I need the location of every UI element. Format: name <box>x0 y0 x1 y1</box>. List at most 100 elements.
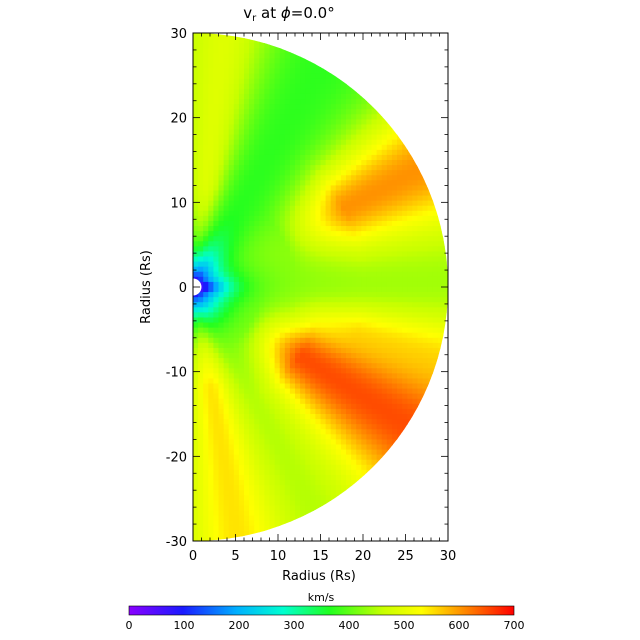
heatmap-cell <box>259 88 265 95</box>
heatmap-cell <box>397 175 403 181</box>
heatmap-cell <box>264 226 271 232</box>
heatmap-cell <box>325 419 332 425</box>
heatmap-cell <box>228 119 235 126</box>
heatmap-cell <box>427 281 434 288</box>
heatmap-cell <box>254 200 260 207</box>
heatmap-cell <box>407 246 413 253</box>
heatmap-cell <box>279 226 286 232</box>
heatmap-cell <box>325 353 332 359</box>
heatmap-cell <box>397 185 403 192</box>
heatmap-cell <box>233 236 240 242</box>
heatmap-cell <box>437 251 444 258</box>
heatmap-cell <box>427 307 434 313</box>
heatmap-cell <box>381 292 388 298</box>
heatmap-cell <box>213 256 220 263</box>
heatmap-cell <box>320 73 327 80</box>
heatmap-cell <box>249 337 255 344</box>
heatmap-cell <box>315 398 322 405</box>
heatmap-cell <box>361 114 367 120</box>
heatmap-cell <box>289 88 296 95</box>
heatmap-cell <box>264 337 271 344</box>
heatmap-cell <box>269 134 276 141</box>
heatmap-cell <box>386 358 393 364</box>
heatmap-cell <box>259 505 265 512</box>
heatmap-cell <box>274 180 281 186</box>
heatmap-cell <box>289 104 296 110</box>
heatmap-cell <box>427 236 434 242</box>
heatmap-cell <box>274 500 281 507</box>
heatmap-cell <box>310 266 316 273</box>
heatmap-cell <box>376 292 383 298</box>
heatmap-cell <box>330 175 337 181</box>
heatmap-cell <box>335 393 342 400</box>
heatmap-cell <box>346 449 352 456</box>
heatmap-cell <box>320 480 327 486</box>
heatmap-cell <box>315 124 322 131</box>
heatmap-cell <box>330 327 337 334</box>
heatmap-cell <box>284 459 291 466</box>
heatmap-cell <box>208 292 214 298</box>
heatmap-cell <box>228 312 235 319</box>
heatmap-cell <box>279 302 286 308</box>
heatmap-cell <box>203 83 209 90</box>
heatmap-cell <box>386 170 393 176</box>
heatmap-cell <box>213 535 220 541</box>
heatmap-cell <box>254 368 260 374</box>
heatmap-cell <box>284 175 291 181</box>
heatmap-cell <box>264 332 271 339</box>
heatmap-cell <box>442 307 448 313</box>
heatmap-cell <box>361 109 367 115</box>
heatmap-cell <box>417 215 424 222</box>
heatmap-cell <box>407 195 413 202</box>
heatmap-cell <box>335 312 342 319</box>
heatmap-cell <box>274 495 281 501</box>
heatmap-cell <box>198 403 204 410</box>
heatmap-cell <box>310 378 316 385</box>
heatmap-cell <box>366 347 373 354</box>
heatmap-cell <box>284 342 291 349</box>
heatmap-cell <box>198 388 204 395</box>
heatmap-cell <box>269 485 276 491</box>
heatmap-cell <box>422 368 429 374</box>
heatmap-cell <box>284 53 291 59</box>
heatmap-cell <box>320 444 327 451</box>
heatmap-cell <box>193 485 199 491</box>
heatmap-cell <box>335 185 342 192</box>
heatmap-cell <box>244 419 250 425</box>
heatmap-cell <box>412 165 418 171</box>
heatmap-cell <box>284 525 291 532</box>
heatmap-cell <box>264 312 271 319</box>
heatmap-cell <box>198 246 204 253</box>
heatmap-cell <box>244 180 250 186</box>
heatmap-cell <box>233 368 240 374</box>
heatmap-cell <box>381 160 388 166</box>
heatmap-cell <box>274 297 281 303</box>
heatmap-cell <box>208 134 214 141</box>
heatmap-cell <box>320 271 327 278</box>
heatmap-cell <box>279 322 286 329</box>
heatmap-cell <box>397 312 403 319</box>
heatmap-cell <box>259 393 265 400</box>
heatmap-cell <box>249 78 255 85</box>
heatmap-cell <box>300 241 306 247</box>
heatmap-cell <box>274 287 281 293</box>
heatmap-cell <box>361 297 367 303</box>
heatmap-cell <box>427 287 434 293</box>
heatmap-cell <box>391 134 398 141</box>
heatmap-cell <box>284 83 291 90</box>
heatmap-cell <box>315 347 322 354</box>
heatmap-cell <box>274 190 281 197</box>
heatmap-cell <box>320 175 327 181</box>
heatmap-cell <box>238 378 245 385</box>
heatmap-cell <box>325 236 332 242</box>
heatmap-cell <box>249 134 255 141</box>
heatmap-cell <box>335 383 342 390</box>
heatmap-cell <box>356 312 362 319</box>
heatmap-cell <box>320 363 327 369</box>
heatmap-cell <box>213 368 220 374</box>
heatmap-cell <box>223 464 230 471</box>
heatmap-cell <box>305 129 311 136</box>
heatmap-cell <box>249 43 255 49</box>
heatmap-cell <box>218 104 225 110</box>
heatmap-cell <box>432 368 439 374</box>
